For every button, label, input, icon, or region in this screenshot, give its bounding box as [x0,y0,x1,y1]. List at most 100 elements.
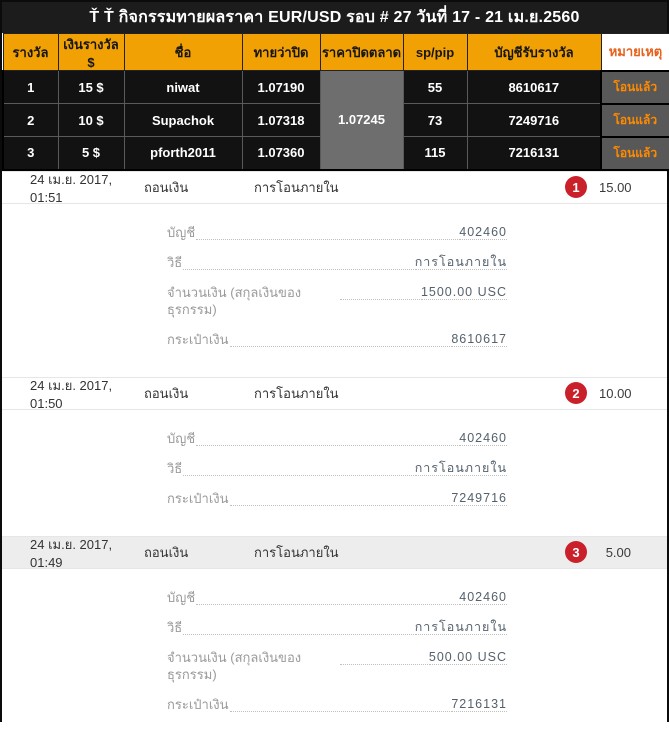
transaction-section-1: 24 เม.ย. 2017, 01:51 ถอนเงิน การโอนภายใน… [2,170,667,377]
detail-row-account: บัญชี 402460 [167,224,507,241]
guess-cell: 1.07190 [241,70,321,104]
detail-row-wallet: กระเป๋าเงิน 8610617 [167,331,507,348]
account-cell: 7216131 [466,136,602,170]
winner-row-2: 2 10 $ Supachok 1.07318 73 7249716 โอนแล… [2,102,669,138]
prize-cell: 15 $ [57,70,125,104]
detail-row-method: วิธี การโอนภายใน [167,460,507,477]
detail-value: 402460 [459,430,507,446]
txn-type: ถอนเงิน [144,544,189,560]
txn-amount: 5.00 [605,544,631,560]
winner-row-3: 3 5 $ pforth2011 1.07360 115 7216131 โอน… [2,135,669,171]
status-badge: โอนแล้ว [600,102,669,138]
winner-row-1: 1 15 $ niwat 1.07190 1.07245 55 8610617 … [2,69,669,170]
name-cell: niwat [123,70,243,104]
dotted-leader [229,331,451,347]
detail-label: วิธี [167,460,183,476]
market-close-cell: 1.07245 [319,70,404,170]
notification-badge: 1 [565,176,587,198]
notification-badge: 2 [565,382,587,404]
detail-value: การโอนภายใน [414,254,507,270]
winners-header-row: รางวัล เงินรางวัล $ ชื่อ ทายว่าปิด ราคาป… [2,33,669,71]
detail-row-account: บัญชี 402460 [167,430,507,447]
detail-value: 402460 [459,589,507,605]
txn-datetime: 24 เม.ย. 2017, 01:51 [30,172,113,205]
detail-row-method: วิธี การโอนภายใน [167,619,507,636]
col-header-account: บัญชีรับรางวัล [466,33,602,71]
name-cell: Supachok [123,103,243,137]
dotted-leader [340,284,420,300]
col-header-sp-pip: sp/pip [402,33,468,71]
detail-label: กระเป๋าเงิน [167,696,229,712]
dotted-leader [183,619,414,635]
txn-type: ถอนเงิน [144,385,189,401]
guess-cell: 1.07360 [241,136,321,170]
transaction-row[interactable]: 24 เม.ย. 2017, 01:51 ถอนเงิน การโอนภายใน… [2,170,667,205]
detail-label: วิธี [167,254,183,270]
rank-cell: 3 [2,136,59,170]
prize-cell: 10 $ [57,103,125,137]
col-header-prize: เงินรางวัล $ [57,33,125,71]
col-header-name: ชื่อ [123,33,243,71]
sp-pip-cell: 55 [402,70,468,104]
status-badge: โอนแล้ว [600,69,669,105]
detail-label: บัญชี [167,589,196,605]
dotted-leader [229,490,451,506]
transaction-section-3: 24 เม.ย. 2017, 01:49 ถอนเงิน การโอนภายใน… [2,535,667,742]
txn-method: การโอนภายใน [254,385,339,401]
dotted-leader [183,254,414,270]
txn-details: บัญชี 402460 วิธี การโอนภายใน กระเป๋าเงิ… [2,410,667,536]
page-title-text: Ť Ť กิจกรรมทายผลราคา EUR/USD รอบ # 27 วั… [89,9,580,26]
dotted-leader [229,696,451,712]
dotted-leader [196,224,459,240]
dotted-leader [196,589,459,605]
detail-label: บัญชี [167,430,196,446]
col-header-note: หมายเหตุ [600,33,669,71]
detail-value: การโอนภายใน [414,460,507,476]
notification-badge: 3 [565,541,587,563]
detail-label: จำนวนเงิน (สกุลเงินของ​ธุรกรรม) [167,284,302,317]
txn-amount: 10.00 [599,385,632,401]
transaction-section-2: 24 เม.ย. 2017, 01:50 ถอนเงิน การโอนภายใน… [2,376,667,536]
detail-row-amount: จำนวนเงิน (สกุลเงินของ​ธุรกรรม) 1500.00 … [167,284,507,318]
txn-datetime: 24 เม.ย. 2017, 01:50 [30,378,113,411]
winners-table: รางวัล เงินรางวัล $ ชื่อ ทายว่าปิด ราคาป… [2,33,669,171]
detail-label: จำนวนเงิน (สกุลเงินของ​ธุรกรรม) [167,649,302,682]
detail-row-wallet: กระเป๋าเงิน 7216131 [167,696,507,713]
col-header-rank: รางวัล [2,33,59,71]
detail-value: 500.00 USC [428,649,507,665]
txn-amount: 15.00 [599,179,632,195]
rank-cell: 1 [2,70,59,104]
detail-row-wallet: กระเป๋าเงิน 7249716 [167,490,507,507]
txn-datetime: 24 เม.ย. 2017, 01:49 [30,537,113,570]
col-header-guess: ทายว่าปิด [241,33,321,71]
detail-row-amount: จำนวนเงิน (สกุลเงินของ​ธุรกรรม) 500.00 U… [167,649,507,683]
detail-value: 7249716 [451,490,507,506]
detail-value: 8610617 [451,331,507,347]
dotted-leader [183,460,414,476]
name-cell: pforth2011 [123,136,243,170]
detail-value: การโอนภายใน [414,619,507,635]
detail-value: 7216131 [451,696,507,712]
txn-details: บัญชี 402460 วิธี การโอนภายใน จำนวนเงิน … [2,204,667,377]
detail-row-method: วิธี การโอนภายใน [167,254,507,271]
status-badge: โอนแล้ว [600,135,669,171]
detail-label: วิธี [167,619,183,635]
detail-value: 402460 [459,224,507,240]
detail-label: บัญชี [167,224,196,240]
prize-cell: 5 $ [57,136,125,170]
dotted-leader [196,430,459,446]
detail-value: 1500.00 USC [420,284,507,300]
account-cell: 7249716 [466,103,602,137]
txn-details: บัญชี 402460 วิธี การโอนภายใน จำนวนเงิน … [2,569,667,742]
guess-cell: 1.07318 [241,103,321,137]
detail-label: กระเป๋าเงิน [167,331,229,347]
transaction-row[interactable]: 24 เม.ย. 2017, 01:50 ถอนเงิน การโอนภายใน… [2,376,667,411]
detail-row-account: บัญชี 402460 [167,589,507,606]
transaction-row[interactable]: 24 เม.ย. 2017, 01:49 ถอนเงิน การโอนภายใน… [2,535,667,570]
sp-pip-cell: 73 [402,103,468,137]
col-header-market-close: ราคาปิดตลาด [319,33,404,71]
detail-label: กระเป๋าเงิน [167,490,229,506]
txn-method: การโอนภายใน [254,179,339,195]
payout-report-page: { "colors": { "accent_amber": "#F2A104",… [0,0,669,722]
rank-cell: 2 [2,103,59,137]
